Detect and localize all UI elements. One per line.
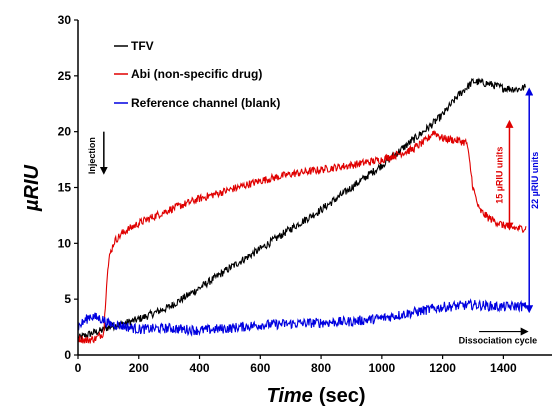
x-tick-label: 0 [75,361,82,375]
y-tick-label: 20 [58,125,72,139]
abi-delta-label: 15 µRIU units [494,147,504,204]
y-tick-label: 10 [58,236,72,250]
y-tick-label: 0 [64,348,71,362]
y-tick-label: 5 [64,292,71,306]
series-line-2 [77,298,527,337]
x-axis-title-main: Time [266,385,312,407]
injection-label: Injection [87,137,97,174]
series-line-0 [77,77,527,340]
x-tick-label: 1000 [368,361,395,375]
series-lines [77,77,527,344]
x-tick-label: 600 [250,361,270,375]
dissociation-label: Dissociation cycle [459,336,538,346]
series-line-1 [77,130,527,344]
y-axis-ticks: 0 5 10 15 20 25 30 [58,13,78,362]
x-axis-ticks: 0 200 400 600 800 1000 1200 1400 [75,355,517,375]
y-tick-label: 30 [58,13,72,27]
x-tick-label: 800 [311,361,331,375]
x-tick-label: 400 [190,361,210,375]
legend-label-abi: Abi (non-specific drug) [131,67,262,81]
legend-label-tfv: TFV [131,39,154,53]
x-tick-label: 1200 [429,361,456,375]
y-tick-label: 15 [58,181,72,195]
x-axis-title: Time (sec) [266,385,365,407]
y-axis-title: µRIU [21,164,43,212]
annotations: Injection Dissociation cycle 15 µRIU uni… [87,87,540,346]
x-tick-label: 200 [129,361,149,375]
legend: TFV Abi (non-specific drug) Reference ch… [114,39,280,110]
x-tick-label: 1400 [490,361,517,375]
x-axis-title-unit: (sec) [319,385,366,407]
total-delta-label: 22 µRIU units [530,152,540,209]
legend-label-reference: Reference channel (blank) [131,96,280,110]
y-tick-label: 25 [58,69,72,83]
